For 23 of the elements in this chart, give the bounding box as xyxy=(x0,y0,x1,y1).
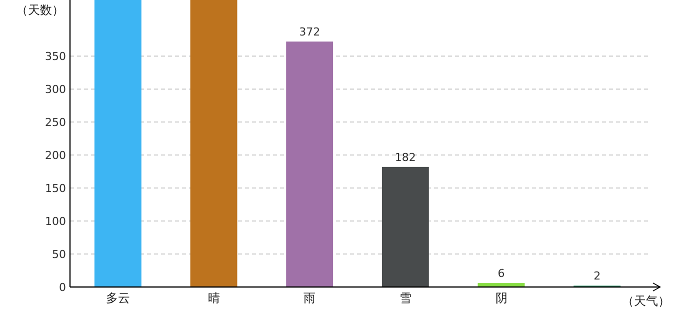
y-tick-label: 50 xyxy=(52,248,66,262)
data-label: 6 xyxy=(498,267,505,280)
bar xyxy=(190,0,238,287)
bar xyxy=(382,166,429,287)
y-tick-label: 250 xyxy=(45,116,66,130)
data-label: 2 xyxy=(594,270,601,283)
bar xyxy=(94,0,142,287)
x-tick-label: 多云 xyxy=(106,291,130,305)
y-tick-label: 200 xyxy=(45,149,66,162)
x-tick-label: 雪 xyxy=(399,291,412,305)
x-tick-label: 晴 xyxy=(208,291,220,305)
y-tick-label: 350 xyxy=(45,50,66,64)
data-label: 182 xyxy=(394,150,416,164)
y-tick-label: 150 xyxy=(45,182,66,196)
y-tick-label: 0 xyxy=(59,281,66,294)
y-tick-label: 100 xyxy=(45,215,66,228)
x-tick-label: 阴 xyxy=(495,291,508,305)
data-label: 372 xyxy=(299,26,320,39)
y-axis-title: （天数） xyxy=(16,3,64,17)
y-tick-label: 300 xyxy=(45,83,66,96)
x-axis-title: （天气） xyxy=(622,294,670,308)
x-tick-label: 雨 xyxy=(304,291,316,305)
bar xyxy=(286,42,334,287)
